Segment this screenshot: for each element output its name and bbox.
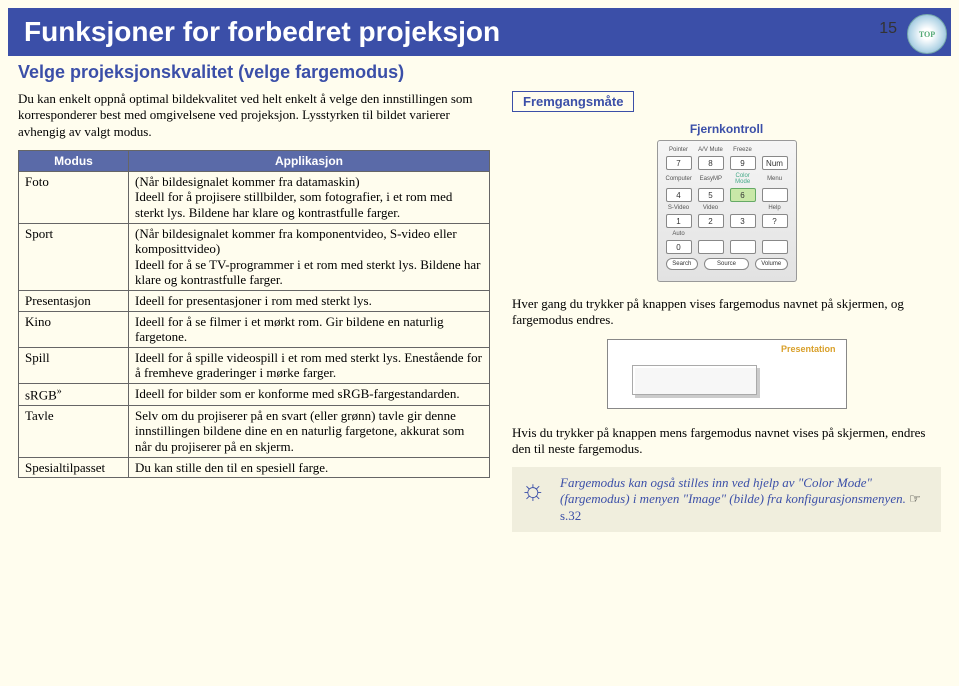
mode-app-cell: (Når bildesignalet kommer fra komponentv… xyxy=(129,223,490,290)
table-row: PresentasjonIdeell for presentasjoner i … xyxy=(19,290,490,311)
table-row: SpesialtilpassetDu kan stille den til en… xyxy=(19,457,490,478)
mode-table: Modus Applikasjon Foto(Når bildesignalet… xyxy=(18,150,490,478)
remote-key-7[interactable]: 7 xyxy=(666,156,692,170)
remote-key-blank[interactable] xyxy=(698,240,724,254)
remote-label: Menu xyxy=(762,176,788,182)
osd-inner-box xyxy=(632,365,757,395)
mode-app-cell: Ideell for presentasjoner i rom med ster… xyxy=(129,290,490,311)
remote-pill-search[interactable]: Search xyxy=(666,258,699,270)
remote-key-8[interactable]: 8 xyxy=(698,156,724,170)
remote-key-5[interactable]: 5 xyxy=(698,188,724,202)
table-row: KinoIdeell for å se filmer i et mørkt ro… xyxy=(19,311,490,347)
procedure-label: Fremgangsmåte xyxy=(512,91,634,112)
top-badge[interactable]: TOP xyxy=(905,14,949,58)
mode-name-cell: Spill xyxy=(19,347,129,383)
mode-name-cell: Presentasjon xyxy=(19,290,129,311)
pointer-icon: ☞ xyxy=(909,491,921,506)
remote-key-colormode[interactable]: 6 xyxy=(730,188,756,202)
osd-mode-label: Presentation xyxy=(781,344,836,354)
remote-label: Auto xyxy=(666,231,692,237)
mode-name-cell: Foto xyxy=(19,171,129,223)
mode-name-cell: Sport xyxy=(19,223,129,290)
remote-label: Freeze xyxy=(730,147,756,153)
remote-caption: Fjernkontroll xyxy=(512,122,941,136)
remote-key-4[interactable]: 4 xyxy=(666,188,692,202)
mode-app-cell: Ideell for å se filmer i et mørkt rom. G… xyxy=(129,311,490,347)
table-row: sRGB»Ideell for bilder som er konforme m… xyxy=(19,383,490,405)
remote-label: EasyMP xyxy=(698,176,724,182)
remote-key-num[interactable]: Num xyxy=(762,156,788,170)
section-subtitle: Velge projeksjonskvalitet (velge fargemo… xyxy=(18,62,941,83)
osd-preview: Presentation xyxy=(607,339,847,409)
remote-label: Computer xyxy=(666,176,692,182)
mode-name-cell: Kino xyxy=(19,311,129,347)
remote-key-1[interactable]: 1 xyxy=(666,214,692,228)
remote-label: Help xyxy=(762,205,788,211)
remote-label: Video xyxy=(698,205,724,211)
right-column: Fremgangsmåte Fjernkontroll Pointer A/V … xyxy=(512,91,941,532)
table-row: Sport(Når bildesignalet kommer fra kompo… xyxy=(19,223,490,290)
mode-name-cell: Tavle xyxy=(19,405,129,457)
remote-control: Pointer A/V Mute Freeze 7 8 9 Num Comput… xyxy=(657,140,797,282)
remote-label: Pointer xyxy=(666,147,692,153)
remote-key-menu[interactable] xyxy=(762,188,788,202)
mode-name-cell: Spesialtilpasset xyxy=(19,457,129,478)
mode-app-cell: Du kan stille den til en spesiell farge. xyxy=(129,457,490,478)
remote-key-blank[interactable] xyxy=(762,240,788,254)
tip-page-link[interactable]: s.32 xyxy=(560,508,581,523)
page-title: Funksjoner for forbedret projeksjon xyxy=(8,8,951,56)
table-row: SpillIdeell for å spille videospill i et… xyxy=(19,347,490,383)
page-number: 15 xyxy=(879,20,897,38)
mode-app-cell: (Når bildesignalet kommer fra datamaskin… xyxy=(129,171,490,223)
intro-text: Du kan enkelt oppnå optimal bildekvalite… xyxy=(18,91,490,140)
remote-key-2[interactable]: 2 xyxy=(698,214,724,228)
mode-name-cell: sRGB» xyxy=(19,383,129,405)
top-badge-label: TOP xyxy=(919,30,935,39)
mode-app-cell: Ideell for bilder som er konforme med sR… xyxy=(129,383,490,405)
remote-key-3[interactable]: 3 xyxy=(730,214,756,228)
remote-label: S-Video xyxy=(666,205,692,211)
remote-pill-source[interactable]: Source xyxy=(704,258,749,270)
table-row: Foto(Når bildesignalet kommer fra datama… xyxy=(19,171,490,223)
remote-label-colormode: Color Mode xyxy=(730,173,756,185)
body-text-1: Hver gang du trykker på knappen vises fa… xyxy=(512,296,941,329)
left-column: Du kan enkelt oppnå optimal bildekvalite… xyxy=(18,91,490,532)
table-row: TavleSelv om du projiserer på en svart (… xyxy=(19,405,490,457)
remote-key-0[interactable]: 0 xyxy=(666,240,692,254)
th-mode: Modus xyxy=(19,150,129,171)
remote-key-blank[interactable] xyxy=(730,240,756,254)
mode-app-cell: Selv om du projiserer på en svart (eller… xyxy=(129,405,490,457)
body-text-2: Hvis du trykker på knappen mens fargemod… xyxy=(512,425,941,458)
tip-box: ☼ Fargemodus kan også stilles inn ved hj… xyxy=(512,467,941,532)
th-app: Applikasjon xyxy=(129,150,490,171)
lightbulb-icon: ☼ xyxy=(520,473,546,508)
remote-key-help[interactable]: ? xyxy=(762,214,788,228)
remote-label: A/V Mute xyxy=(698,147,724,153)
remote-pill-volume[interactable]: Volume xyxy=(755,258,788,270)
mode-app-cell: Ideell for å spille videospill i et rom … xyxy=(129,347,490,383)
remote-key-9[interactable]: 9 xyxy=(730,156,756,170)
tip-text: Fargemodus kan også stilles inn ved hjel… xyxy=(560,475,909,506)
